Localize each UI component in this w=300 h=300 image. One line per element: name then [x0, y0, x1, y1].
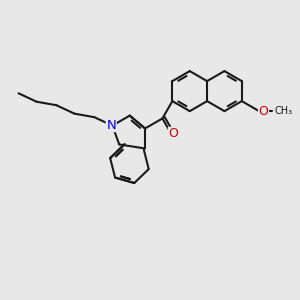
Text: O: O	[168, 127, 178, 140]
Text: O: O	[259, 105, 269, 118]
Text: N: N	[106, 118, 116, 131]
Text: CH₃: CH₃	[274, 106, 292, 116]
